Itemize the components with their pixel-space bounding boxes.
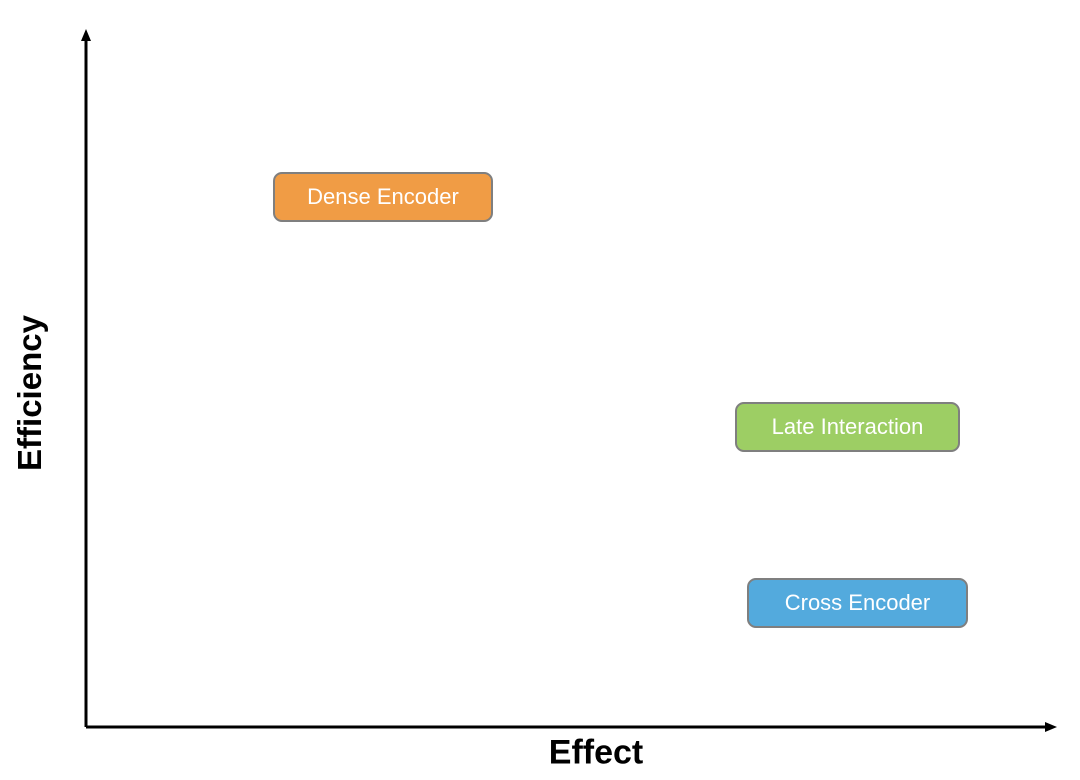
node-dense-encoder: Dense Encoder (273, 172, 493, 222)
y-axis-label: Efficiency (11, 315, 48, 471)
node-cross-encoder-label: Cross Encoder (784, 590, 931, 615)
node-dense-encoder-label: Dense Encoder (307, 184, 459, 209)
node-late-interaction-label: Late Interaction (771, 414, 924, 439)
x-axis-label: Effect (548, 733, 644, 772)
node-late-interaction: Late Interaction (735, 402, 960, 452)
node-cross-encoder: Cross Encoder (747, 578, 968, 628)
